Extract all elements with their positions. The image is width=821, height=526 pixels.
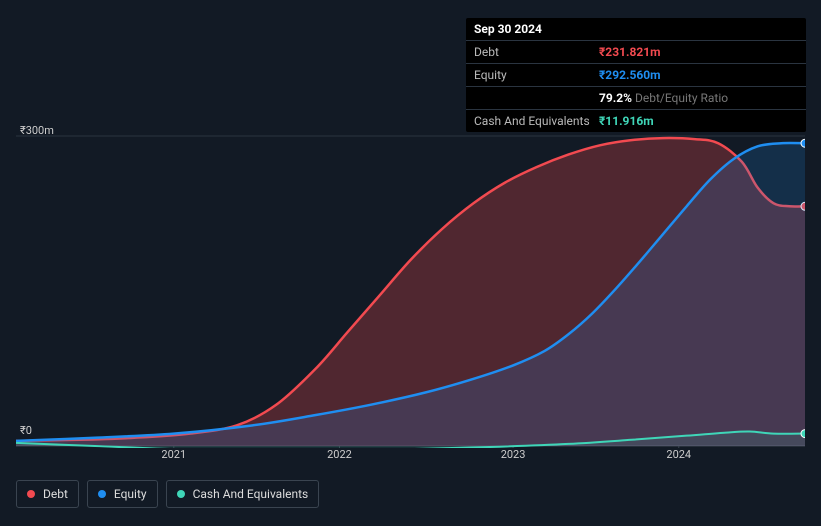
legend-item[interactable]: Equity	[87, 480, 158, 508]
tooltip-row-suffix: Debt/Equity Ratio	[632, 91, 728, 105]
legend-dot-icon	[98, 490, 106, 498]
legend-label: Debt	[43, 487, 68, 501]
legend-item[interactable]: Cash And Equivalents	[166, 480, 320, 508]
tooltip-row-label	[474, 91, 599, 105]
x-tick-label: 2024	[666, 448, 691, 461]
legend-dot-icon	[177, 490, 185, 498]
tooltip-row-value: 79.2% Debt/Equity Ratio	[599, 91, 728, 105]
tooltip-row: 79.2% Debt/Equity Ratio	[466, 87, 806, 110]
tooltip-row-value: ₹292.560m	[599, 68, 661, 82]
legend: Debt Equity Cash And Equivalents	[16, 480, 319, 508]
legend-item[interactable]: Debt	[16, 480, 79, 508]
tooltip-date: Sep 30 2024	[466, 18, 806, 41]
tooltip-row: Debt₹231.821m	[466, 41, 806, 64]
tooltip-row-label: Debt	[474, 45, 599, 59]
legend-label: Cash And Equivalents	[193, 487, 309, 501]
chart-tooltip: Sep 30 2024 Debt₹231.821mEquity₹292.560m…	[466, 18, 806, 132]
chart-plot[interactable]	[16, 118, 805, 468]
x-tick-label: 2021	[161, 448, 186, 461]
tooltip-row-label: Equity	[474, 68, 599, 82]
legend-dot-icon	[27, 490, 35, 498]
x-axis: 2021 2022 2023 2024	[16, 448, 805, 468]
tooltip-row-value: ₹231.821m	[599, 45, 661, 59]
tooltip-row: Equity₹292.560m	[466, 64, 806, 87]
x-tick-label: 2022	[327, 448, 352, 461]
legend-label: Equity	[114, 487, 147, 501]
x-tick-label: 2023	[501, 448, 526, 461]
